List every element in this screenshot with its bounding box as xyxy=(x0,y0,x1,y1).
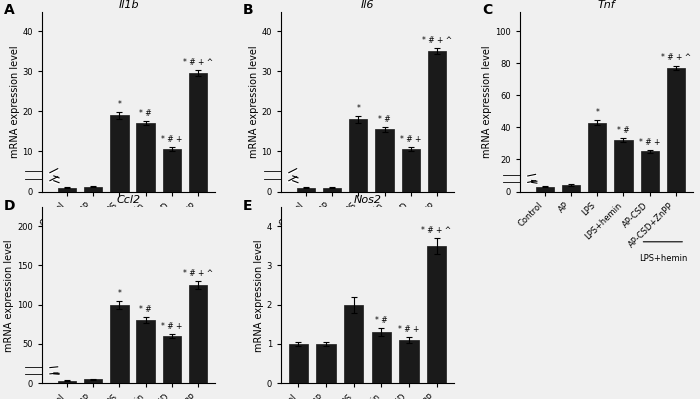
Bar xyxy=(57,381,76,383)
Bar xyxy=(57,188,76,192)
Bar xyxy=(427,246,446,383)
Text: LPS+hemin: LPS+hemin xyxy=(638,255,687,263)
Text: *: * xyxy=(118,100,121,109)
Text: B: B xyxy=(243,3,253,17)
Text: LPS+hemin: LPS+hemin xyxy=(400,255,448,263)
Bar xyxy=(667,68,685,192)
Text: * # + ^: * # + ^ xyxy=(183,58,213,67)
Title: Ccl2: Ccl2 xyxy=(116,196,141,205)
Bar xyxy=(349,119,368,192)
Bar xyxy=(136,320,155,383)
Bar xyxy=(189,73,207,192)
Text: * #: * # xyxy=(378,115,391,124)
Text: C: C xyxy=(482,3,492,17)
Text: * # + ^: * # + ^ xyxy=(422,36,452,45)
Bar xyxy=(323,188,342,192)
Text: * # +: * # + xyxy=(400,135,421,144)
Bar xyxy=(562,185,580,192)
Title: Il1b: Il1b xyxy=(118,0,139,10)
Text: * # +: * # + xyxy=(398,325,419,334)
Y-axis label: mRNA expression level: mRNA expression level xyxy=(10,45,20,158)
Bar xyxy=(162,336,181,383)
Text: *: * xyxy=(118,288,121,298)
Bar xyxy=(110,115,129,192)
Text: * # + ^: * # + ^ xyxy=(661,53,691,63)
Text: * #: * # xyxy=(139,305,152,314)
Text: * #: * # xyxy=(139,109,152,118)
Bar xyxy=(162,150,181,192)
Bar xyxy=(344,305,363,383)
Y-axis label: mRNA expression level: mRNA expression level xyxy=(482,45,492,158)
Bar xyxy=(399,340,419,383)
Bar xyxy=(84,379,102,383)
Bar xyxy=(588,122,606,192)
Bar xyxy=(316,344,336,383)
Bar xyxy=(110,305,129,383)
Text: * #: * # xyxy=(617,126,630,135)
Text: D: D xyxy=(4,199,15,213)
Text: * # +: * # + xyxy=(639,138,660,147)
Bar xyxy=(189,285,207,383)
Bar xyxy=(402,150,420,192)
Bar xyxy=(289,344,308,383)
Text: * #: * # xyxy=(375,316,388,325)
Bar xyxy=(375,129,393,192)
Text: *: * xyxy=(595,108,599,117)
Text: A: A xyxy=(4,3,15,17)
Y-axis label: mRNA expression level: mRNA expression level xyxy=(4,239,15,352)
Bar xyxy=(136,123,155,192)
Text: LPS+hemin: LPS+hemin xyxy=(161,255,209,263)
Text: *: * xyxy=(356,104,360,113)
Bar xyxy=(615,140,633,192)
Y-axis label: mRNA expression level: mRNA expression level xyxy=(254,239,264,352)
Title: Il6: Il6 xyxy=(360,0,374,10)
Bar xyxy=(640,152,659,192)
Bar xyxy=(372,332,391,383)
Text: * # +: * # + xyxy=(161,322,183,330)
Text: * # + ^: * # + ^ xyxy=(183,269,213,278)
Title: Nos2: Nos2 xyxy=(354,196,382,205)
Text: * # +: * # + xyxy=(161,135,183,144)
Title: Tnf: Tnf xyxy=(598,0,615,10)
Bar xyxy=(297,188,315,192)
Text: * # + ^: * # + ^ xyxy=(421,226,452,235)
Bar xyxy=(428,51,446,192)
Bar xyxy=(84,187,102,192)
Text: E: E xyxy=(243,199,252,213)
Bar xyxy=(536,187,554,192)
Y-axis label: mRNA expression level: mRNA expression level xyxy=(248,45,258,158)
